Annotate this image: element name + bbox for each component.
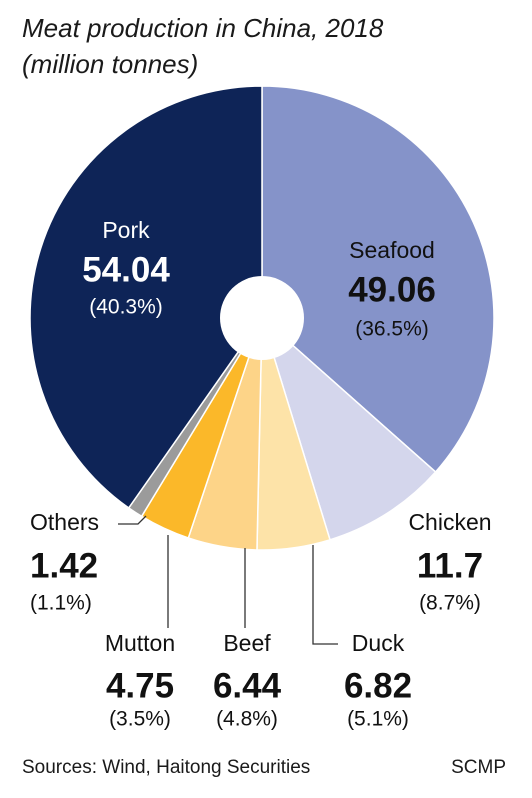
percent-label: (40.3%)	[89, 296, 163, 319]
value-label: 1.42	[30, 546, 98, 585]
slice-name: Others	[30, 509, 99, 535]
slice	[261, 85, 495, 474]
slice-name: Seafood	[349, 237, 435, 263]
slice	[260, 315, 437, 541]
percent-label: (5.1%)	[347, 708, 409, 731]
value-label: 11.7	[417, 546, 483, 585]
percent-label: (3.5%)	[109, 708, 171, 731]
chart-subtitle: (million tonnes)	[22, 49, 198, 79]
slice-name: Duck	[352, 630, 405, 656]
percent-label: (8.7%)	[419, 592, 481, 615]
slice-name: Chicken	[408, 509, 491, 535]
slice-name: Beef	[223, 630, 271, 656]
percent-label: (36.5%)	[355, 318, 429, 341]
credit: SCMP	[451, 757, 506, 778]
chart-title: Meat production in China, 2018	[22, 13, 384, 43]
value-label: 6.44	[213, 666, 282, 705]
value-label: 54.04	[82, 250, 170, 289]
donut-hole	[220, 276, 304, 360]
leader-line	[118, 515, 147, 525]
value-label: 6.82	[344, 666, 412, 705]
source: Sources: Wind, Haitong Securities	[22, 757, 310, 778]
percent-label: (4.8%)	[216, 708, 278, 731]
value-label: 4.75	[106, 666, 174, 705]
slice	[29, 85, 263, 509]
leader-line	[312, 545, 338, 645]
percent-label: (1.1%)	[30, 592, 92, 615]
donut	[29, 85, 495, 551]
slice-name: Mutton	[105, 630, 175, 656]
slice-name: Pork	[102, 217, 150, 243]
value-label: 49.06	[348, 270, 436, 309]
